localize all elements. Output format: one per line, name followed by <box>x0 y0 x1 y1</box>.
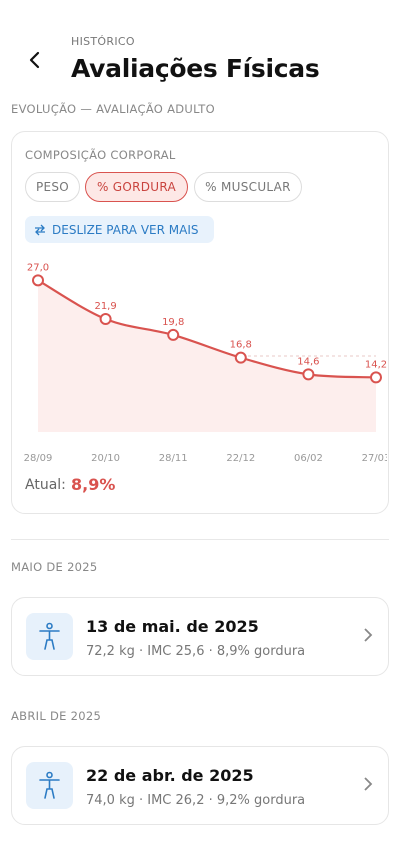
point <box>302 368 315 381</box>
point <box>99 313 112 326</box>
item-date: 13 de mai. de 2025 <box>86 617 259 636</box>
body-icon <box>26 762 73 809</box>
x-tick-label: 28/11 <box>159 453 188 464</box>
chart: 27,0 21,9 19,8 16,8 14,6 14,2 28/09 20/10 28/11 2… <box>24 262 391 464</box>
x-tick-label: 27/03 <box>362 453 391 464</box>
swap-icon <box>35 224 45 235</box>
group-title: ABRIL DE 2025 <box>11 709 102 723</box>
back-button[interactable] <box>26 50 44 70</box>
group-title: MAIO DE 2025 <box>11 560 98 574</box>
current-value: 8,9% <box>71 475 116 494</box>
item-details: 72,2 kg · IMC 25,6 · 8,9% gordura <box>86 644 306 659</box>
value-label: 14,6 <box>297 356 319 367</box>
value-label: 27,0 <box>27 262 49 273</box>
value-label: 16,8 <box>230 340 252 351</box>
tab[interactable]: PESO <box>25 172 80 202</box>
plot: 27,0 21,9 19,8 16,8 14,6 14,2 28/09 20/10 28/11 2… <box>24 262 391 464</box>
section-title: EVOLUÇÃO — AVALIAÇÃO ADULTO <box>11 102 215 116</box>
area <box>38 280 376 432</box>
page-title: Avaliações Físicas <box>71 54 320 83</box>
point <box>32 274 44 287</box>
current-label: Atual: <box>25 477 66 493</box>
eyebrow: HISTÓRICO <box>71 35 135 48</box>
x-tick-label: 28/09 <box>24 453 53 464</box>
point <box>234 351 247 364</box>
x-tick-label: 20/10 <box>91 453 120 464</box>
assessment-item[interactable]: 22 de abr. de 2025 74,0 kg · IMC 26,2 · … <box>11 746 389 825</box>
tab-active[interactable]: % GORDURA <box>85 172 188 202</box>
hint-text: DESLIZE PARA VER MAIS <box>52 222 199 237</box>
chevron <box>364 628 373 642</box>
x-tick-label: 06/02 <box>294 453 323 464</box>
divider <box>11 539 389 540</box>
tab[interactable]: % MUSCULAR <box>194 172 302 202</box>
item-date: 22 de abr. de 2025 <box>86 766 254 785</box>
line <box>37 279 377 379</box>
point <box>370 371 382 384</box>
body-icon <box>26 613 73 660</box>
assessment-item[interactable]: 13 de mai. de 2025 72,2 kg · IMC 25,6 · … <box>11 597 389 676</box>
item-details: 74,0 kg · IMC 26,2 · 9,2% gordura <box>86 793 306 808</box>
card-title: COMPOSIÇÃO CORPORAL <box>25 148 176 162</box>
point <box>167 328 180 341</box>
swipe-hint: DESLIZE PARA VER MAIS <box>25 216 214 243</box>
value-label: 14,2 <box>365 359 387 370</box>
x-tick-label: 22/12 <box>226 453 255 464</box>
value-label: 19,8 <box>162 317 184 328</box>
value-label: 21,9 <box>94 301 116 312</box>
chevron <box>364 777 373 791</box>
